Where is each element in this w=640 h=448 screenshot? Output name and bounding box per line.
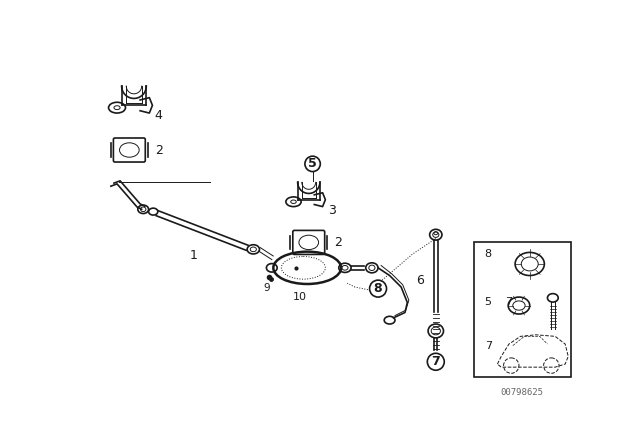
Text: 8: 8	[484, 249, 492, 259]
Text: 7: 7	[506, 297, 513, 307]
Bar	[474, 242, 570, 377]
Text: 2: 2	[155, 143, 163, 156]
Text: 1: 1	[189, 249, 197, 262]
Text: 00798625: 00798625	[500, 388, 543, 397]
Text: 10: 10	[292, 292, 307, 302]
Text: 2: 2	[334, 236, 342, 249]
Text: 5: 5	[308, 157, 317, 170]
Circle shape	[305, 156, 320, 172]
Circle shape	[369, 280, 387, 297]
Text: 4: 4	[155, 109, 163, 122]
Text: 7: 7	[484, 341, 492, 351]
Text: 5: 5	[484, 297, 492, 307]
Text: 8: 8	[374, 282, 382, 295]
Text: 3: 3	[328, 203, 336, 216]
Text: 6: 6	[417, 275, 424, 288]
Circle shape	[428, 353, 444, 370]
Text: 9: 9	[264, 283, 271, 293]
Text: 7: 7	[431, 355, 440, 368]
